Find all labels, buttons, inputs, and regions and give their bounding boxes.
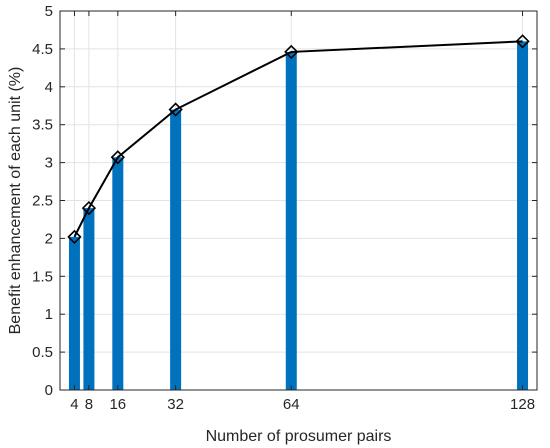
- data-point-128: [515, 34, 530, 49]
- data-point-32: [168, 102, 183, 117]
- y-tick-label-8: 4: [45, 79, 53, 96]
- y-tick-label-0: 0: [45, 382, 53, 399]
- bar-32: [170, 109, 182, 390]
- axes: [59, 10, 538, 391]
- bar-4: [68, 236, 80, 390]
- x-axis-label: Number of prosumer pairs: [206, 428, 392, 445]
- y-tick-label-7: 3.5: [32, 117, 53, 134]
- x-tick-label-4: 4: [70, 396, 78, 413]
- y-tick-label-6: 3: [45, 155, 53, 172]
- y-tick-label-5: 2.5: [32, 193, 53, 210]
- y-tick-label-10: 5: [45, 3, 53, 20]
- data-point-4: [67, 229, 82, 245]
- y-tick-label-9: 4.5: [32, 41, 53, 58]
- y-tick-label-1: 0.5: [32, 344, 53, 361]
- x-tick-label-8: 8: [85, 396, 93, 413]
- bar-128: [517, 41, 529, 390]
- x-tick-label-32: 32: [167, 396, 184, 413]
- bar-16: [112, 157, 124, 390]
- bars: [68, 41, 529, 390]
- data-point-64: [284, 44, 299, 60]
- y-axis-label: Benefit enhancement of each unit (%): [7, 67, 24, 335]
- x-tick-label-64: 64: [283, 396, 300, 413]
- y-tick-labels: 0 0.5 1 1.5 2 2.5 3 3.5 4 4.5 5: [32, 3, 53, 399]
- y-tick-label-4: 2: [45, 230, 53, 247]
- bar-8: [83, 208, 95, 390]
- y-tick-label-2: 1: [45, 306, 53, 323]
- grid-lines: [60, 11, 537, 390]
- x-tick-label-128: 128: [510, 396, 535, 413]
- data-point-8: [81, 200, 97, 216]
- data-point-16: [110, 150, 125, 165]
- bar-64: [285, 51, 297, 390]
- series-line: [67, 34, 530, 245]
- x-tick-label-16: 16: [109, 396, 126, 413]
- series-line-path: [73, 40, 523, 238]
- y-tick-label-3: 1.5: [32, 268, 53, 285]
- x-tick-labels: 4 8 16 32 64 128: [70, 396, 535, 413]
